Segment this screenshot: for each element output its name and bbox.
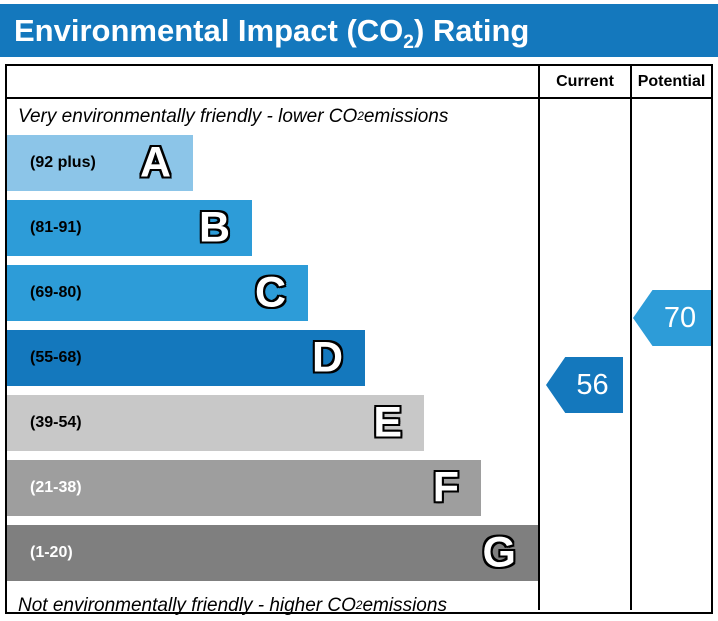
band-row-d: (55-68) D — [7, 330, 538, 386]
bottom-note: Not environmentally friendly - higher CO… — [18, 594, 447, 616]
current-column-header: Current — [538, 66, 630, 97]
band-row-a: (92 plus) A — [7, 135, 538, 191]
band-bar-f: (21-38) F — [7, 460, 481, 516]
top-note-suffix: emissions — [363, 106, 449, 127]
band-range-label: (55-68) — [30, 349, 82, 366]
band-row-b: (81-91) B — [7, 200, 538, 256]
band-range-label: (92 plus) — [30, 154, 96, 171]
top-note-text: Very environmentally friendly - lower CO — [18, 106, 358, 127]
band-letter: D — [311, 333, 343, 382]
page-title-suffix: ) Rating — [413, 12, 530, 48]
bottom-note-suffix: emissions — [362, 594, 447, 616]
table-body-row: Very environmentally friendly - lower CO… — [7, 99, 711, 616]
potential-column — [630, 99, 711, 610]
band-bar-a: (92 plus) A — [7, 135, 193, 191]
band-range-label: (81-91) — [30, 219, 82, 236]
band-letter: B — [198, 203, 230, 252]
band-letter: G — [482, 528, 516, 577]
band-letter: F — [432, 463, 459, 512]
band-bar-e: (39-54) E — [7, 395, 424, 451]
page-title: Environmental Impact (CO2) Rating — [0, 12, 530, 52]
band-row-g: (1-20) G — [7, 525, 538, 581]
bottom-note-text: Not environmentally friendly - higher CO — [18, 594, 356, 616]
band-bar-g: (1-20) G — [7, 525, 538, 581]
header-spacer-cell — [7, 66, 538, 97]
page-title-subscript: 2 — [403, 31, 414, 53]
page-title-text: Environmental Impact (CO — [14, 12, 404, 48]
chart-title-bar: Environmental Impact (CO2) Rating — [0, 4, 718, 57]
bands-area: Very environmentally friendly - lower CO… — [7, 99, 538, 616]
band-row-c: (69-80) C — [7, 265, 538, 321]
band-bar-b: (81-91) B — [7, 200, 252, 256]
band-letter: E — [373, 398, 402, 447]
potential-rating-arrow: 70 — [633, 290, 711, 346]
top-note: Very environmentally friendly - lower CO… — [18, 106, 449, 127]
current-rating-value: 56 — [576, 368, 609, 401]
current-column — [538, 99, 630, 610]
table-header-row: Current Potential — [7, 66, 711, 99]
band-range-label: (1-20) — [30, 544, 73, 561]
potential-column-header: Potential — [630, 66, 711, 97]
band-range-label: (39-54) — [30, 414, 82, 431]
rating-table: Current Potential Very environmentally f… — [5, 64, 713, 616]
band-range-label: (69-80) — [30, 284, 82, 301]
band-letter: C — [254, 268, 286, 317]
band-row-e: (39-54) E — [7, 395, 538, 451]
potential-rating-value: 70 — [663, 301, 697, 334]
band-range-label: (21-38) — [30, 479, 82, 496]
band-row-f: (21-38) F — [7, 460, 538, 516]
band-letter: A — [139, 138, 171, 187]
band-bar-c: (69-80) C — [7, 265, 308, 321]
band-bar-d: (55-68) D — [7, 330, 365, 386]
